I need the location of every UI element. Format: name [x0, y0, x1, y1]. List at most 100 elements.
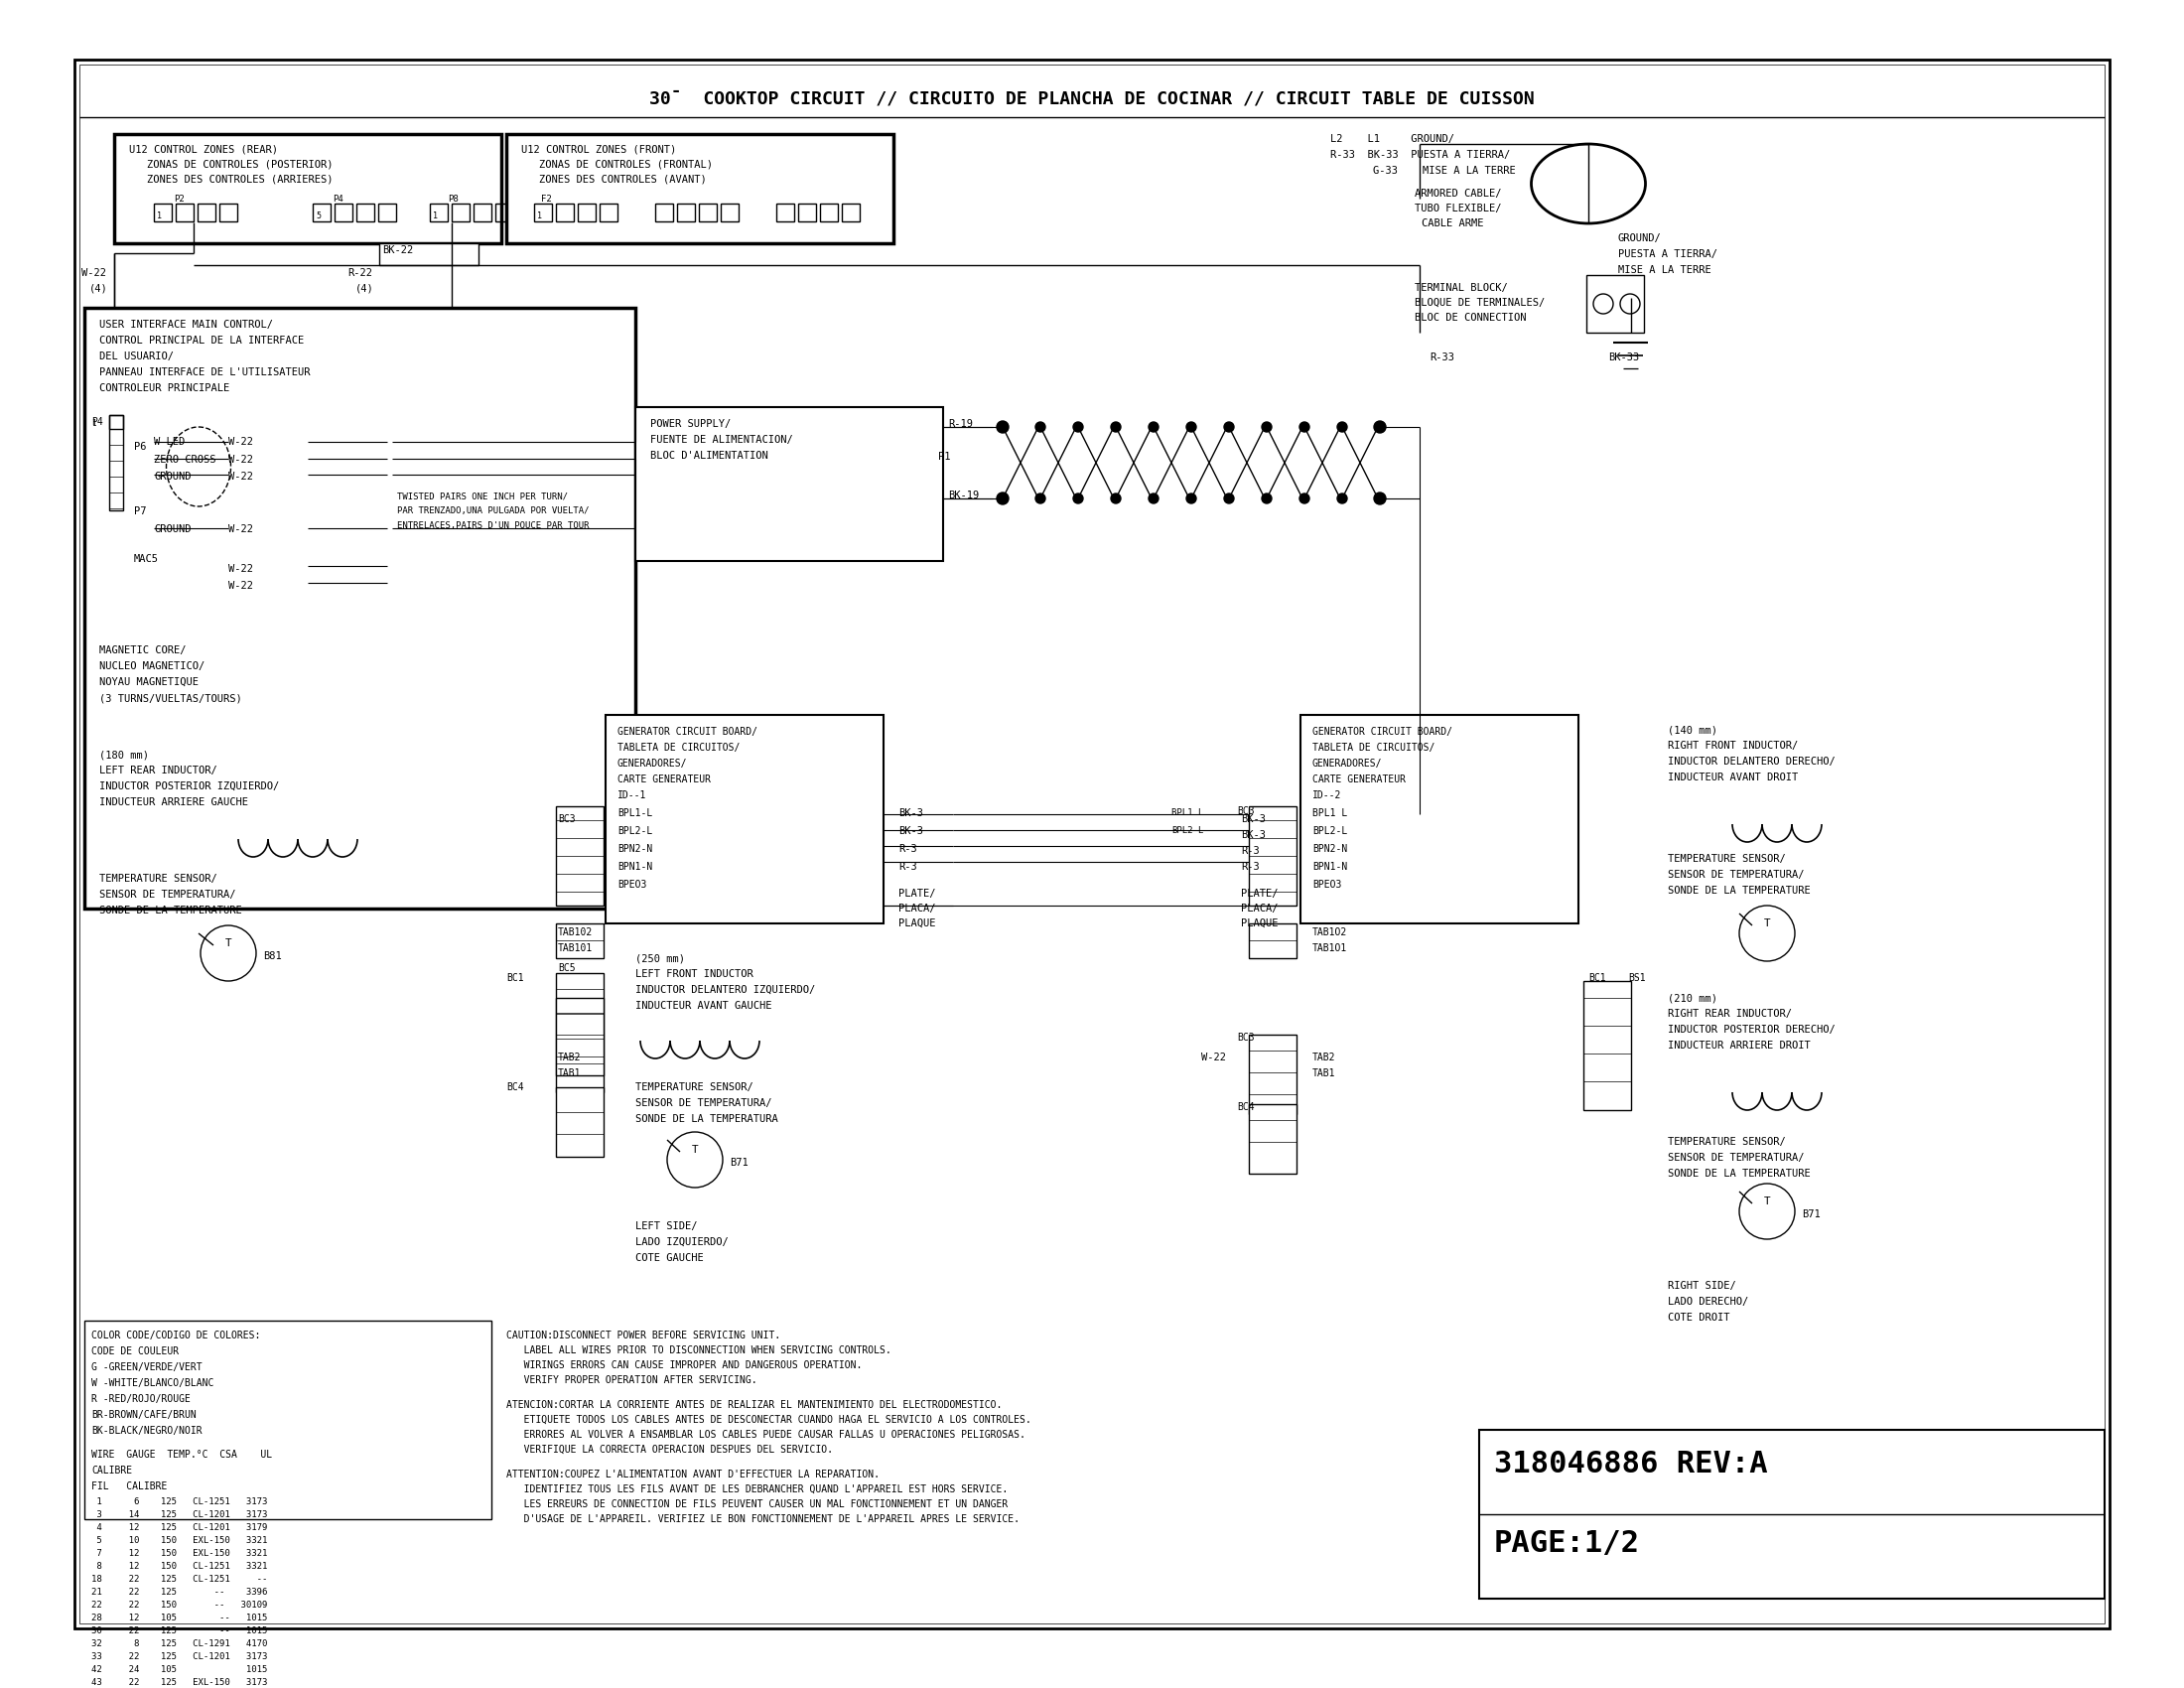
Text: P1: P1	[939, 452, 950, 463]
Text: BK-3: BK-3	[1241, 814, 1267, 824]
Text: BK-3: BK-3	[1241, 830, 1267, 841]
Bar	[85, 307, 636, 908]
Text: P8: P8	[448, 194, 459, 204]
Text: LEFT FRONT INDUCTOR: LEFT FRONT INDUCTOR	[636, 969, 753, 979]
Text: 1: 1	[92, 419, 96, 429]
Text: U12 CONTROL ZONES (REAR): U12 CONTROL ZONES (REAR)	[129, 143, 277, 154]
Text: ZONES DES CONTROLES (ARRIERES): ZONES DES CONTROLES (ARRIERES)	[146, 174, 332, 184]
Circle shape	[1621, 294, 1640, 314]
Text: T: T	[1765, 918, 1771, 928]
Text: 3     14    125   CL-1201   3173: 3 14 125 CL-1201 3173	[92, 1511, 266, 1519]
Ellipse shape	[1531, 143, 1645, 223]
Bar	[1299, 716, 1579, 923]
Text: COTE DROIT: COTE DROIT	[1669, 1313, 1730, 1323]
Text: PUESTA A TIERRA/: PUESTA A TIERRA/	[1618, 250, 1717, 260]
Bar	[312, 204, 330, 221]
Text: SENSOR DE TEMPERATURA/: SENSOR DE TEMPERATURA/	[98, 890, 236, 900]
Text: CARTE GENERATEUR: CARTE GENERATEUR	[618, 775, 710, 785]
Bar	[334, 204, 352, 221]
Text: BPL2-L: BPL2-L	[1313, 825, 1348, 836]
Text: 28     12    105        --   1015: 28 12 105 -- 1015	[92, 1614, 266, 1622]
Circle shape	[1299, 422, 1310, 432]
Text: GROUND/: GROUND/	[1618, 233, 1662, 243]
Text: PLAQUE: PLAQUE	[1241, 918, 1278, 928]
Text: INDUCTEUR AVANT DROIT: INDUCTEUR AVANT DROIT	[1669, 773, 1797, 783]
Text: TAB1O1: TAB1O1	[1313, 944, 1348, 954]
Text: BC1: BC1	[507, 972, 524, 982]
Bar	[109, 415, 122, 429]
Text: W-LED: W-LED	[153, 437, 186, 447]
Bar	[797, 204, 817, 221]
Bar	[655, 204, 673, 221]
Text: LADO DERECHO/: LADO DERECHO/	[1669, 1296, 1749, 1307]
Bar	[452, 204, 470, 221]
Circle shape	[996, 420, 1009, 432]
Text: LES ERREURS DE CONNECTION DE FILS PEUVENT CAUSER UN MAL FONCTIONNEMENT ET UN DAN: LES ERREURS DE CONNECTION DE FILS PEUVEN…	[507, 1499, 1007, 1509]
Bar	[677, 204, 695, 221]
Text: 18     22    125   CL-1251     --: 18 22 125 CL-1251 --	[92, 1575, 266, 1583]
Circle shape	[1594, 294, 1614, 314]
Text: 1: 1	[157, 211, 162, 221]
Text: (210 mm): (210 mm)	[1669, 993, 1717, 1003]
Text: BPL1-L: BPL1-L	[618, 809, 653, 819]
Circle shape	[1186, 493, 1197, 503]
Text: INDUCTOR DELANTERO DERECHO/: INDUCTOR DELANTERO DERECHO/	[1669, 756, 1835, 766]
Text: TEMPERATURE SENSOR/: TEMPERATURE SENSOR/	[1669, 854, 1787, 864]
Text: TAB1O2: TAB1O2	[1313, 927, 1348, 937]
Bar	[1249, 923, 1297, 959]
Bar	[775, 204, 795, 221]
Bar	[114, 133, 502, 243]
Bar	[175, 204, 194, 221]
Circle shape	[998, 493, 1007, 503]
Circle shape	[1299, 493, 1310, 503]
Bar	[557, 204, 574, 221]
Text: W-22: W-22	[229, 564, 253, 574]
Text: BLOC D'ALIMENTATION: BLOC D'ALIMENTATION	[651, 451, 769, 461]
Text: 21     22    125       --    3396: 21 22 125 -- 3396	[92, 1588, 266, 1597]
Text: RIGHT FRONT INDUCTOR/: RIGHT FRONT INDUCTOR/	[1669, 741, 1797, 751]
Text: 5: 5	[317, 211, 321, 221]
Text: T: T	[692, 1144, 699, 1155]
Text: COTE GAUCHE: COTE GAUCHE	[636, 1252, 703, 1263]
Text: ARMORED CABLE/: ARMORED CABLE/	[1415, 189, 1503, 199]
Text: W-22: W-22	[81, 268, 107, 279]
Text: PLACA/: PLACA/	[898, 903, 935, 913]
Text: BK-3: BK-3	[898, 809, 924, 819]
Text: MISE A LA TERRE: MISE A LA TERRE	[1618, 265, 1712, 275]
Circle shape	[998, 422, 1007, 432]
Text: BPL1 L: BPL1 L	[1313, 809, 1348, 819]
Text: NUCLEO MAGNETICO/: NUCLEO MAGNETICO/	[98, 662, 205, 672]
Text: SONDE DE LA TEMPERATURE: SONDE DE LA TEMPERATURE	[1669, 1168, 1811, 1178]
Text: 1: 1	[432, 211, 437, 221]
Text: F2: F2	[542, 194, 553, 204]
Text: INDUCTEUR AVANT GAUCHE: INDUCTEUR AVANT GAUCHE	[636, 1001, 771, 1011]
Text: CONTROLEUR PRINCIPALE: CONTROLEUR PRINCIPALE	[98, 383, 229, 393]
Text: 4     12    125   CL-1201   3179: 4 12 125 CL-1201 3179	[92, 1523, 266, 1533]
Text: FUENTE DE ALIMENTACION/: FUENTE DE ALIMENTACION/	[651, 436, 793, 446]
Text: BK-3: BK-3	[898, 825, 924, 836]
Text: BPN1-N: BPN1-N	[1313, 863, 1348, 871]
Circle shape	[1374, 493, 1387, 505]
Circle shape	[1738, 1183, 1795, 1239]
Text: GENERADORES/: GENERADORES/	[618, 758, 688, 768]
Bar	[507, 133, 893, 243]
Text: PAR TRENZADO,UNA PULGADA POR VUELTA/: PAR TRENZADO,UNA PULGADA POR VUELTA/	[397, 506, 590, 515]
Text: IDENTIFIEZ TOUS LES FILS AVANT DE LES DEBRANCHER QUAND L'APPAREIL EST HORS SERVI: IDENTIFIEZ TOUS LES FILS AVANT DE LES DE…	[507, 1484, 1007, 1494]
Bar	[378, 204, 395, 221]
Bar	[841, 204, 860, 221]
Text: BC4: BC4	[507, 1082, 524, 1092]
Bar	[153, 204, 173, 221]
Bar	[1249, 807, 1297, 905]
Text: BC3: BC3	[1236, 1033, 1254, 1043]
Bar	[699, 204, 716, 221]
Text: B71: B71	[1802, 1209, 1821, 1219]
Bar	[1249, 1035, 1297, 1114]
Text: PLATE/: PLATE/	[898, 888, 935, 898]
Text: INDUCTEUR ARRIERE GAUCHE: INDUCTEUR ARRIERE GAUCHE	[98, 797, 249, 807]
Circle shape	[1035, 422, 1046, 432]
Circle shape	[1337, 493, 1348, 503]
Bar	[1249, 1104, 1297, 1173]
Text: WIRINGS ERRORS CAN CAUSE IMPROPER AND DANGEROUS OPERATION.: WIRINGS ERRORS CAN CAUSE IMPROPER AND DA…	[507, 1361, 863, 1371]
Text: CODE DE COULEUR: CODE DE COULEUR	[92, 1347, 179, 1357]
Text: SONDE DE LA TEMPERATURA: SONDE DE LA TEMPERATURA	[636, 1114, 778, 1124]
